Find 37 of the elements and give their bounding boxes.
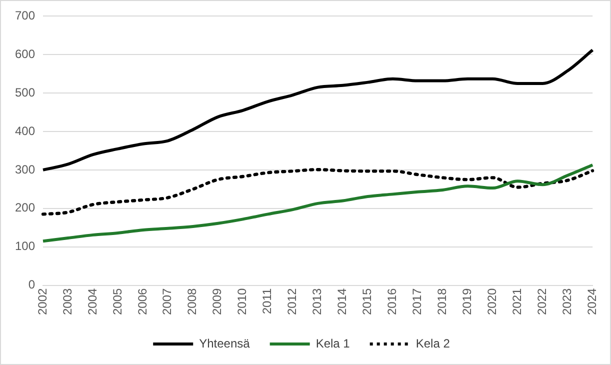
x-tick-label: 2022 [534, 288, 549, 316]
x-tick-label: 2015 [360, 288, 374, 316]
legend-label: Kela 1 [316, 336, 350, 350]
y-tick-label: 100 [14, 239, 36, 254]
y-tick-label: 500 [14, 85, 36, 100]
line-series [42, 163, 594, 243]
x-tick-label: 2002 [35, 288, 50, 316]
y-tick-label: 600 [14, 46, 36, 61]
y-tick-label: 300 [14, 162, 36, 176]
x-tick-label: 2005 [110, 288, 124, 316]
x-tick-label: 2019 [460, 288, 474, 316]
y-tick-label: 200 [14, 200, 36, 215]
x-tick-label: 2006 [135, 288, 150, 316]
legend-label: Yhteensä [199, 336, 250, 350]
x-tick-label: 2016 [385, 288, 400, 316]
x-tick-label: 2003 [60, 288, 74, 316]
y-tick-label: 400 [14, 124, 36, 138]
y-tick-label: 700 [14, 8, 36, 23]
x-tick-label: 2010 [235, 288, 250, 316]
x-tick-label: 2011 [260, 288, 274, 314]
x-tick-label: 2018 [435, 288, 450, 316]
x-tick-label: 2017 [410, 288, 424, 316]
x-tick-label: 2012 [285, 288, 300, 316]
x-tick-label: 2014 [335, 288, 350, 316]
x-tick-label: 2013 [310, 288, 324, 316]
legend-label: Kela 2 [416, 336, 450, 350]
x-tick-label: 2023 [560, 288, 574, 316]
x-tick-label: 2004 [85, 288, 100, 316]
x-tick-label: 2021 [510, 288, 524, 316]
x-tick-label: 2009 [210, 288, 224, 316]
x-tick-label: 2007 [160, 288, 174, 316]
x-tick-label: 2020 [484, 288, 499, 316]
y-tick-label: 0 [28, 278, 36, 292]
x-tick-label: 2008 [185, 288, 200, 316]
x-tick-label: 2024 [584, 288, 599, 316]
line-series [42, 48, 594, 172]
line-series [41, 168, 594, 216]
